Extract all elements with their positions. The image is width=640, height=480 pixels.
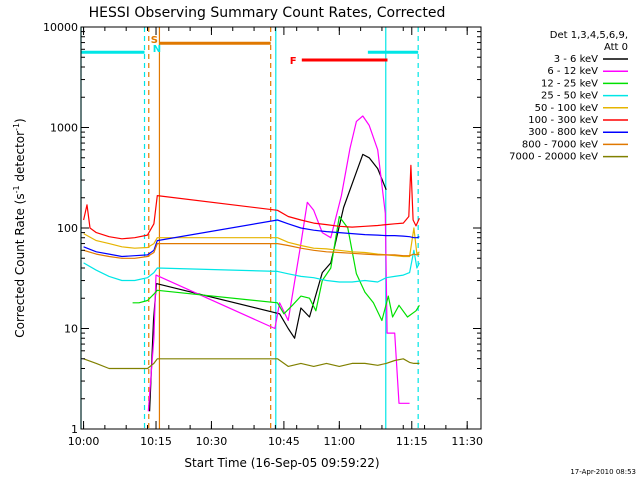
x-tick-label: 10:45 xyxy=(268,435,300,448)
flare-marker-label: F xyxy=(290,56,297,67)
series-line-9 xyxy=(83,358,420,370)
series-line-4 xyxy=(83,249,420,283)
legend-header-detectors: Det 1,3,4,5,6,9, xyxy=(550,30,628,41)
legend-entry-label: 300 - 800 keV xyxy=(528,127,598,138)
y-tick-label: 100 xyxy=(57,222,78,235)
series-line-7 xyxy=(83,219,420,258)
y-axis-label-mid: detector xyxy=(13,131,27,186)
x-axis: 10:00 10:15 10:30 10:45 11:00 11:15 11:30 xyxy=(68,27,483,448)
y-axis-label: Corrected Count Rate (s-1 detector-1) xyxy=(12,118,27,337)
legend-header-attenuator: Att 0 xyxy=(604,42,628,53)
legend-entry-label: 25 - 50 keV xyxy=(541,91,598,102)
observing-annotations: SN F xyxy=(80,27,419,429)
series-line-1 xyxy=(149,153,387,412)
legend-entry-label: 7000 - 20000 keV xyxy=(509,152,598,163)
y-tick-label: 10 xyxy=(64,323,78,336)
x-tick-label: 11:00 xyxy=(323,435,355,448)
y-axis-label-end: ) xyxy=(13,118,27,123)
legend-entry-label: 800 - 7000 keV xyxy=(522,139,598,150)
chart-title: HESSI Observing Summary Count Rates, Cor… xyxy=(89,5,446,21)
y-tick-label: 1 xyxy=(71,423,78,436)
y-axis-label-sup1: -1 xyxy=(12,185,21,193)
series-line-8 xyxy=(83,243,420,259)
x-tick-label: 10:00 xyxy=(68,435,100,448)
legend-entry-label: 6 - 12 keV xyxy=(547,66,598,77)
x-tick-label: 10:15 xyxy=(140,435,172,448)
x-tick-label: 11:15 xyxy=(396,435,428,448)
x-tick-label: 11:30 xyxy=(451,435,483,448)
saa-marker-label: S xyxy=(151,35,158,46)
series-layer xyxy=(83,115,420,412)
footer-timestamp: 17-Apr-2010 08:53 xyxy=(570,468,636,476)
night-marker-label: N xyxy=(153,44,161,55)
x-axis-label: Start Time (16-Sep-05 09:59:22) xyxy=(184,456,379,470)
legend-entry-label: 12 - 25 keV xyxy=(541,78,598,89)
series-line-2 xyxy=(147,115,410,412)
legend-entry-label: 3 - 6 keV xyxy=(554,54,598,65)
legend-entry-label: 50 - 100 keV xyxy=(535,103,599,114)
legend-entry-label: 100 - 300 keV xyxy=(528,115,598,126)
y-tick-label: 10000 xyxy=(43,21,78,34)
series-line-6 xyxy=(83,164,420,240)
y-axis-label-sup2: -1 xyxy=(12,123,21,131)
y-axis: 1 10 100 1000 10000 xyxy=(43,21,481,436)
y-tick-label: 1000 xyxy=(50,122,78,135)
y-axis-label-main: Corrected Count Rate (s xyxy=(13,193,27,337)
x-tick-label: 10:30 xyxy=(196,435,228,448)
series-line-3 xyxy=(132,215,420,322)
series-line-5 xyxy=(83,227,420,258)
